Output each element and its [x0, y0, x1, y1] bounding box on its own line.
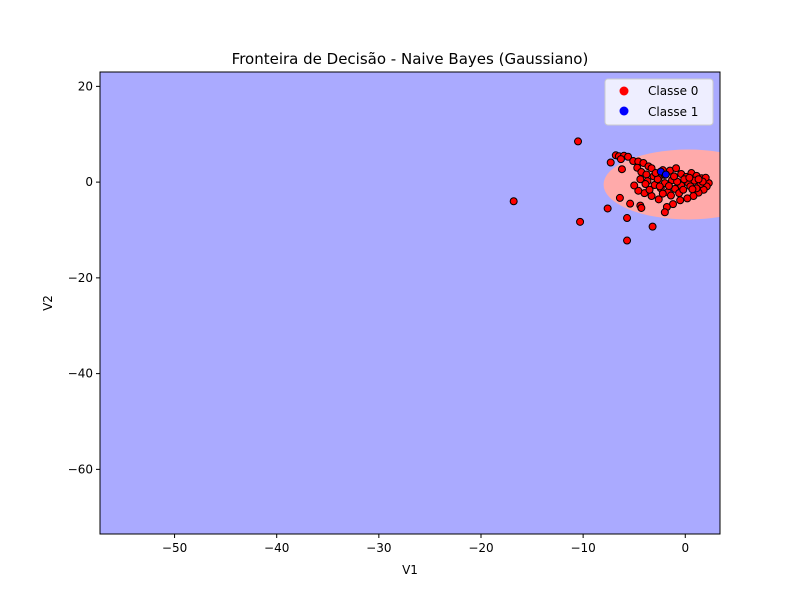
- data-point-class-0: [670, 172, 679, 181]
- y-tick-label: −20: [68, 271, 93, 285]
- data-point-class-0: [641, 180, 650, 189]
- data-point-class-0: [660, 208, 669, 217]
- y-tick-label: −40: [68, 367, 93, 381]
- y-axis: −60 −40 −20 0 20: [68, 79, 100, 476]
- x-axis-label: V1: [402, 563, 418, 577]
- x-tick-label: 0: [681, 541, 689, 555]
- points-layer: [509, 137, 713, 245]
- data-point-class-0: [654, 195, 663, 204]
- data-point-class-0: [623, 214, 632, 223]
- data-point-class-0: [676, 196, 685, 205]
- data-point-class-0: [617, 165, 626, 174]
- plot-background: [100, 72, 720, 534]
- data-point-class-0: [637, 203, 646, 212]
- data-point-class-0: [664, 181, 673, 190]
- data-point-class-0: [658, 189, 667, 198]
- x-tick-label: −20: [468, 541, 493, 555]
- data-point-class-0: [636, 175, 645, 184]
- data-point-class-0: [509, 197, 518, 206]
- data-point-class-0: [685, 173, 694, 182]
- data-point-class-0: [615, 193, 624, 202]
- data-point-class-0: [623, 236, 632, 245]
- y-tick-label: 20: [78, 79, 93, 93]
- data-point-class-0: [679, 185, 688, 194]
- data-point-class-0: [576, 217, 585, 226]
- x-axis: −50 −40 −30 −20 −10 0: [162, 534, 689, 555]
- legend-label-class-1: Classe 1: [648, 105, 698, 119]
- data-point-class-0: [630, 181, 639, 190]
- data-point-class-0: [642, 170, 651, 179]
- plot-frame: [99, 71, 721, 535]
- chart-title: Fronteira de Decisão - Naive Bayes (Gaus…: [232, 50, 589, 68]
- data-point-class-0: [574, 137, 583, 146]
- data-point-class-0: [648, 222, 657, 231]
- data-point-class-0: [603, 204, 612, 213]
- legend-marker-class-0: [619, 86, 629, 96]
- data-point-class-0: [666, 191, 675, 200]
- data-point-class-0: [606, 158, 615, 167]
- legend-label-class-0: Classe 0: [648, 84, 698, 98]
- data-point-class-0: [672, 164, 681, 173]
- data-point-class-0: [645, 185, 654, 194]
- y-tick-label: 0: [85, 175, 93, 189]
- legend: Classe 0 Classe 1: [604, 78, 714, 126]
- data-point-class-0: [616, 155, 625, 164]
- data-point-class-0: [655, 182, 664, 191]
- data-point-class-0: [634, 186, 643, 195]
- data-point-class-0: [626, 199, 635, 208]
- legend-marker-class-1: [619, 106, 629, 116]
- x-tick-label: −10: [570, 541, 595, 555]
- data-point-class-0: [624, 152, 633, 161]
- y-axis-label: V2: [41, 295, 55, 311]
- legend-box: [604, 78, 714, 126]
- x-tick-label: −30: [366, 541, 391, 555]
- data-point-class-0: [688, 185, 697, 194]
- x-tick-label: −50: [162, 541, 187, 555]
- data-point-class-0: [694, 175, 703, 184]
- data-point-class-0: [683, 194, 692, 203]
- data-point-class-1: [661, 170, 670, 179]
- y-tick-label: −60: [68, 462, 93, 476]
- x-tick-label: −40: [264, 541, 289, 555]
